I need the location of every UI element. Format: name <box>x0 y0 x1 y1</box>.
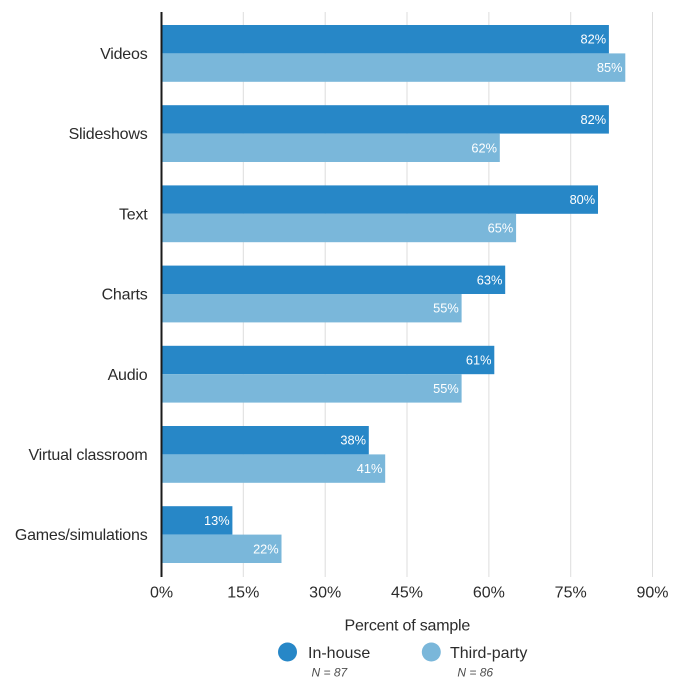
svg-text:41%: 41% <box>357 461 383 476</box>
svg-text:62%: 62% <box>471 140 497 155</box>
svg-text:N = 86: N = 86 <box>457 666 493 680</box>
svg-text:Third-party: Third-party <box>450 645 527 662</box>
svg-text:Slideshows: Slideshows <box>69 126 148 143</box>
svg-text:55%: 55% <box>433 381 459 396</box>
svg-text:13%: 13% <box>204 513 230 528</box>
svg-text:61%: 61% <box>466 353 492 368</box>
svg-text:Videos: Videos <box>100 46 148 63</box>
svg-text:22%: 22% <box>253 541 279 556</box>
svg-text:Percent of sample: Percent of sample <box>345 618 471 635</box>
svg-text:80%: 80% <box>570 192 596 207</box>
svg-text:38%: 38% <box>340 433 366 448</box>
svg-text:90%: 90% <box>636 585 668 602</box>
svg-text:Audio: Audio <box>108 367 148 384</box>
svg-text:30%: 30% <box>309 585 341 602</box>
svg-text:Text: Text <box>119 206 148 223</box>
svg-text:82%: 82% <box>580 112 606 127</box>
svg-text:0%: 0% <box>150 585 173 602</box>
svg-text:82%: 82% <box>580 32 606 47</box>
svg-text:15%: 15% <box>227 585 259 602</box>
svg-text:63%: 63% <box>477 272 503 287</box>
svg-text:60%: 60% <box>473 585 505 602</box>
svg-text:55%: 55% <box>433 301 459 316</box>
svg-text:In-house: In-house <box>308 645 370 662</box>
svg-text:65%: 65% <box>488 221 514 236</box>
svg-text:75%: 75% <box>555 585 587 602</box>
svg-text:45%: 45% <box>391 585 423 602</box>
svg-text:Games/simulations: Games/simulations <box>15 527 148 544</box>
svg-text:Charts: Charts <box>102 287 148 304</box>
svg-text:85%: 85% <box>597 60 623 75</box>
svg-text:N = 87: N = 87 <box>312 666 349 680</box>
svg-text:Virtual classroom: Virtual classroom <box>28 447 147 464</box>
